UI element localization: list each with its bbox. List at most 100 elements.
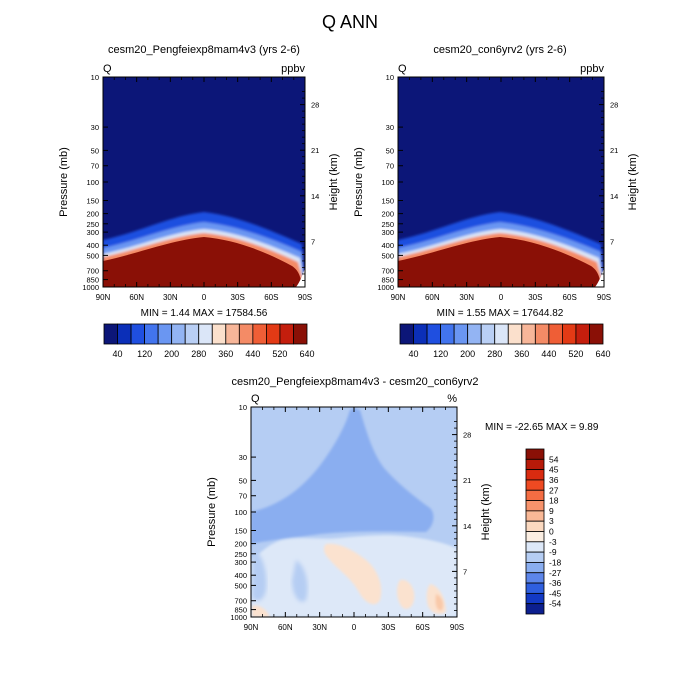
y-right-tick-label: 14 bbox=[610, 192, 618, 201]
positive-patch bbox=[323, 543, 382, 605]
colorbar-label: -18 bbox=[549, 557, 562, 567]
surface-edge bbox=[296, 268, 305, 287]
colorbar-label: 640 bbox=[299, 349, 314, 359]
x-tick-label: 90S bbox=[450, 623, 464, 632]
colorbar-label: 200 bbox=[164, 349, 179, 359]
colorbar-swatch bbox=[293, 323, 308, 345]
y-tick-label: 300 bbox=[86, 228, 99, 237]
colorbar-swatch bbox=[413, 323, 428, 345]
x-tick-label: 60N bbox=[278, 623, 293, 632]
y-tick-label: 300 bbox=[234, 558, 247, 567]
colorbar-label: 36 bbox=[549, 475, 559, 485]
x-tick-label: 30N bbox=[459, 293, 474, 302]
colorbar-swatch bbox=[279, 323, 294, 345]
y-tick-label: 30 bbox=[239, 453, 247, 462]
y-tick-label: 50 bbox=[386, 146, 394, 155]
plot-area bbox=[251, 407, 457, 617]
colorbar-label: -27 bbox=[549, 568, 562, 578]
positive-patch bbox=[397, 579, 415, 609]
colorbar-swatch bbox=[525, 500, 545, 512]
colorbar-swatch bbox=[467, 323, 482, 345]
y-right-axis-title: Height (km) bbox=[627, 154, 639, 211]
y-axis-title: Pressure (mb) bbox=[206, 477, 218, 547]
colorbar-0: 40 120 200 280 360 440 520 640 bbox=[103, 323, 315, 359]
units-label: ppbv bbox=[580, 63, 604, 75]
y-tick-label: 300 bbox=[381, 228, 394, 237]
y-right-tick-label: 14 bbox=[311, 192, 319, 201]
negative-region bbox=[251, 408, 434, 544]
y-right-tick-label: 28 bbox=[610, 101, 618, 110]
colorbar-swatch bbox=[426, 323, 442, 345]
x-tick-label: 60N bbox=[425, 293, 440, 302]
y-right-tick-label: 21 bbox=[311, 146, 319, 155]
colorbar-swatch bbox=[562, 323, 577, 345]
colorbar-label: -9 bbox=[549, 547, 557, 557]
colorbar-swatch bbox=[525, 531, 545, 543]
colorbar-swatch bbox=[525, 572, 545, 584]
colorbar-swatch bbox=[525, 603, 545, 615]
x-tick-label: 60S bbox=[264, 293, 278, 302]
surface-edge bbox=[595, 268, 604, 287]
y-tick-label: 400 bbox=[86, 241, 99, 250]
y-tick-label: 70 bbox=[386, 162, 394, 171]
y-right-axis-title: Height (km) bbox=[328, 154, 340, 211]
variable-label: Q bbox=[398, 63, 407, 75]
x-tick-label: 60N bbox=[129, 293, 144, 302]
colorbar-swatch bbox=[525, 510, 545, 522]
units-label: % bbox=[447, 393, 457, 405]
colorbar-swatch bbox=[399, 323, 414, 345]
y-tick-label: 850 bbox=[86, 276, 99, 285]
colorbar-swatch bbox=[157, 323, 173, 345]
colorbar-swatch bbox=[525, 541, 545, 553]
x-tick-label: 90N bbox=[244, 623, 259, 632]
colorbar-swatch bbox=[525, 520, 545, 532]
y-tick-label: 70 bbox=[239, 492, 247, 501]
axes-0: 90N 60N 30N 0 30S 60S 90S 10 30 50 70 100 150 2002503… bbox=[58, 73, 340, 302]
positive-patch bbox=[252, 605, 270, 617]
y-tick-label: 150 bbox=[86, 196, 99, 205]
colorbar-swatch bbox=[525, 582, 545, 594]
colorbar-swatch bbox=[525, 551, 545, 563]
x-tick-label: 30S bbox=[381, 623, 395, 632]
y-tick-label: 200 bbox=[234, 540, 247, 549]
colorbar-swatch bbox=[534, 323, 550, 345]
panel-title: cesm20_Pengfeiexp8mam4v3 - cesm20_con6yr… bbox=[231, 376, 478, 388]
y-right-tick-label: 7 bbox=[311, 237, 315, 246]
colorbar-swatch bbox=[525, 479, 545, 491]
colorbar-label: 200 bbox=[460, 349, 475, 359]
colorbar-swatch bbox=[130, 323, 145, 345]
y-right-axis-title: Height (km) bbox=[480, 484, 492, 541]
y-tick-label: 400 bbox=[381, 241, 394, 250]
y-tick-label: 400 bbox=[234, 571, 247, 580]
variable-label: Q bbox=[103, 63, 112, 75]
x-tick-label: 30N bbox=[312, 623, 327, 632]
colorbar-label: 40 bbox=[409, 349, 419, 359]
x-tick-label: 0 bbox=[499, 293, 504, 302]
colorbar-swatch bbox=[198, 323, 213, 345]
stats-text: MIN = 1.55 MAX = 17644.82 bbox=[437, 308, 564, 319]
y-tick-label: 700 bbox=[381, 267, 394, 276]
colorbar-swatch bbox=[440, 323, 455, 345]
y-tick-label: 200 bbox=[381, 210, 394, 219]
colorbar-swatch bbox=[525, 458, 545, 471]
y-right-tick-label: 21 bbox=[463, 476, 471, 485]
x-tick-label: 90N bbox=[96, 293, 111, 302]
colorbar-swatch bbox=[548, 323, 563, 345]
colorbar-label: 54 bbox=[549, 454, 559, 464]
colorbar-label: 9 bbox=[549, 506, 554, 516]
panel-model-b: cesm20_con6yrv2 (yrs 2-6) Q ppbv 90N 60N 3… bbox=[353, 44, 639, 359]
y-tick-label: 100 bbox=[234, 508, 247, 517]
axes-1: 90N 60N 30N 0 30S 60S 90S 10 30 50 70 100 150 2002503… bbox=[353, 73, 639, 302]
colorbar-label: -36 bbox=[549, 578, 562, 588]
y-tick-label: 50 bbox=[91, 146, 99, 155]
stats-text: MIN = -22.65 MAX = 9.89 bbox=[485, 422, 599, 433]
colorbar-swatch bbox=[171, 323, 186, 345]
colorbar-swatch bbox=[211, 323, 227, 345]
units-label: ppbv bbox=[281, 63, 305, 75]
y-tick-label: 850 bbox=[381, 276, 394, 285]
colorbar-label: 45 bbox=[549, 465, 559, 475]
colorbar-label: -3 bbox=[549, 537, 557, 547]
colorbar-swatch bbox=[525, 448, 545, 460]
